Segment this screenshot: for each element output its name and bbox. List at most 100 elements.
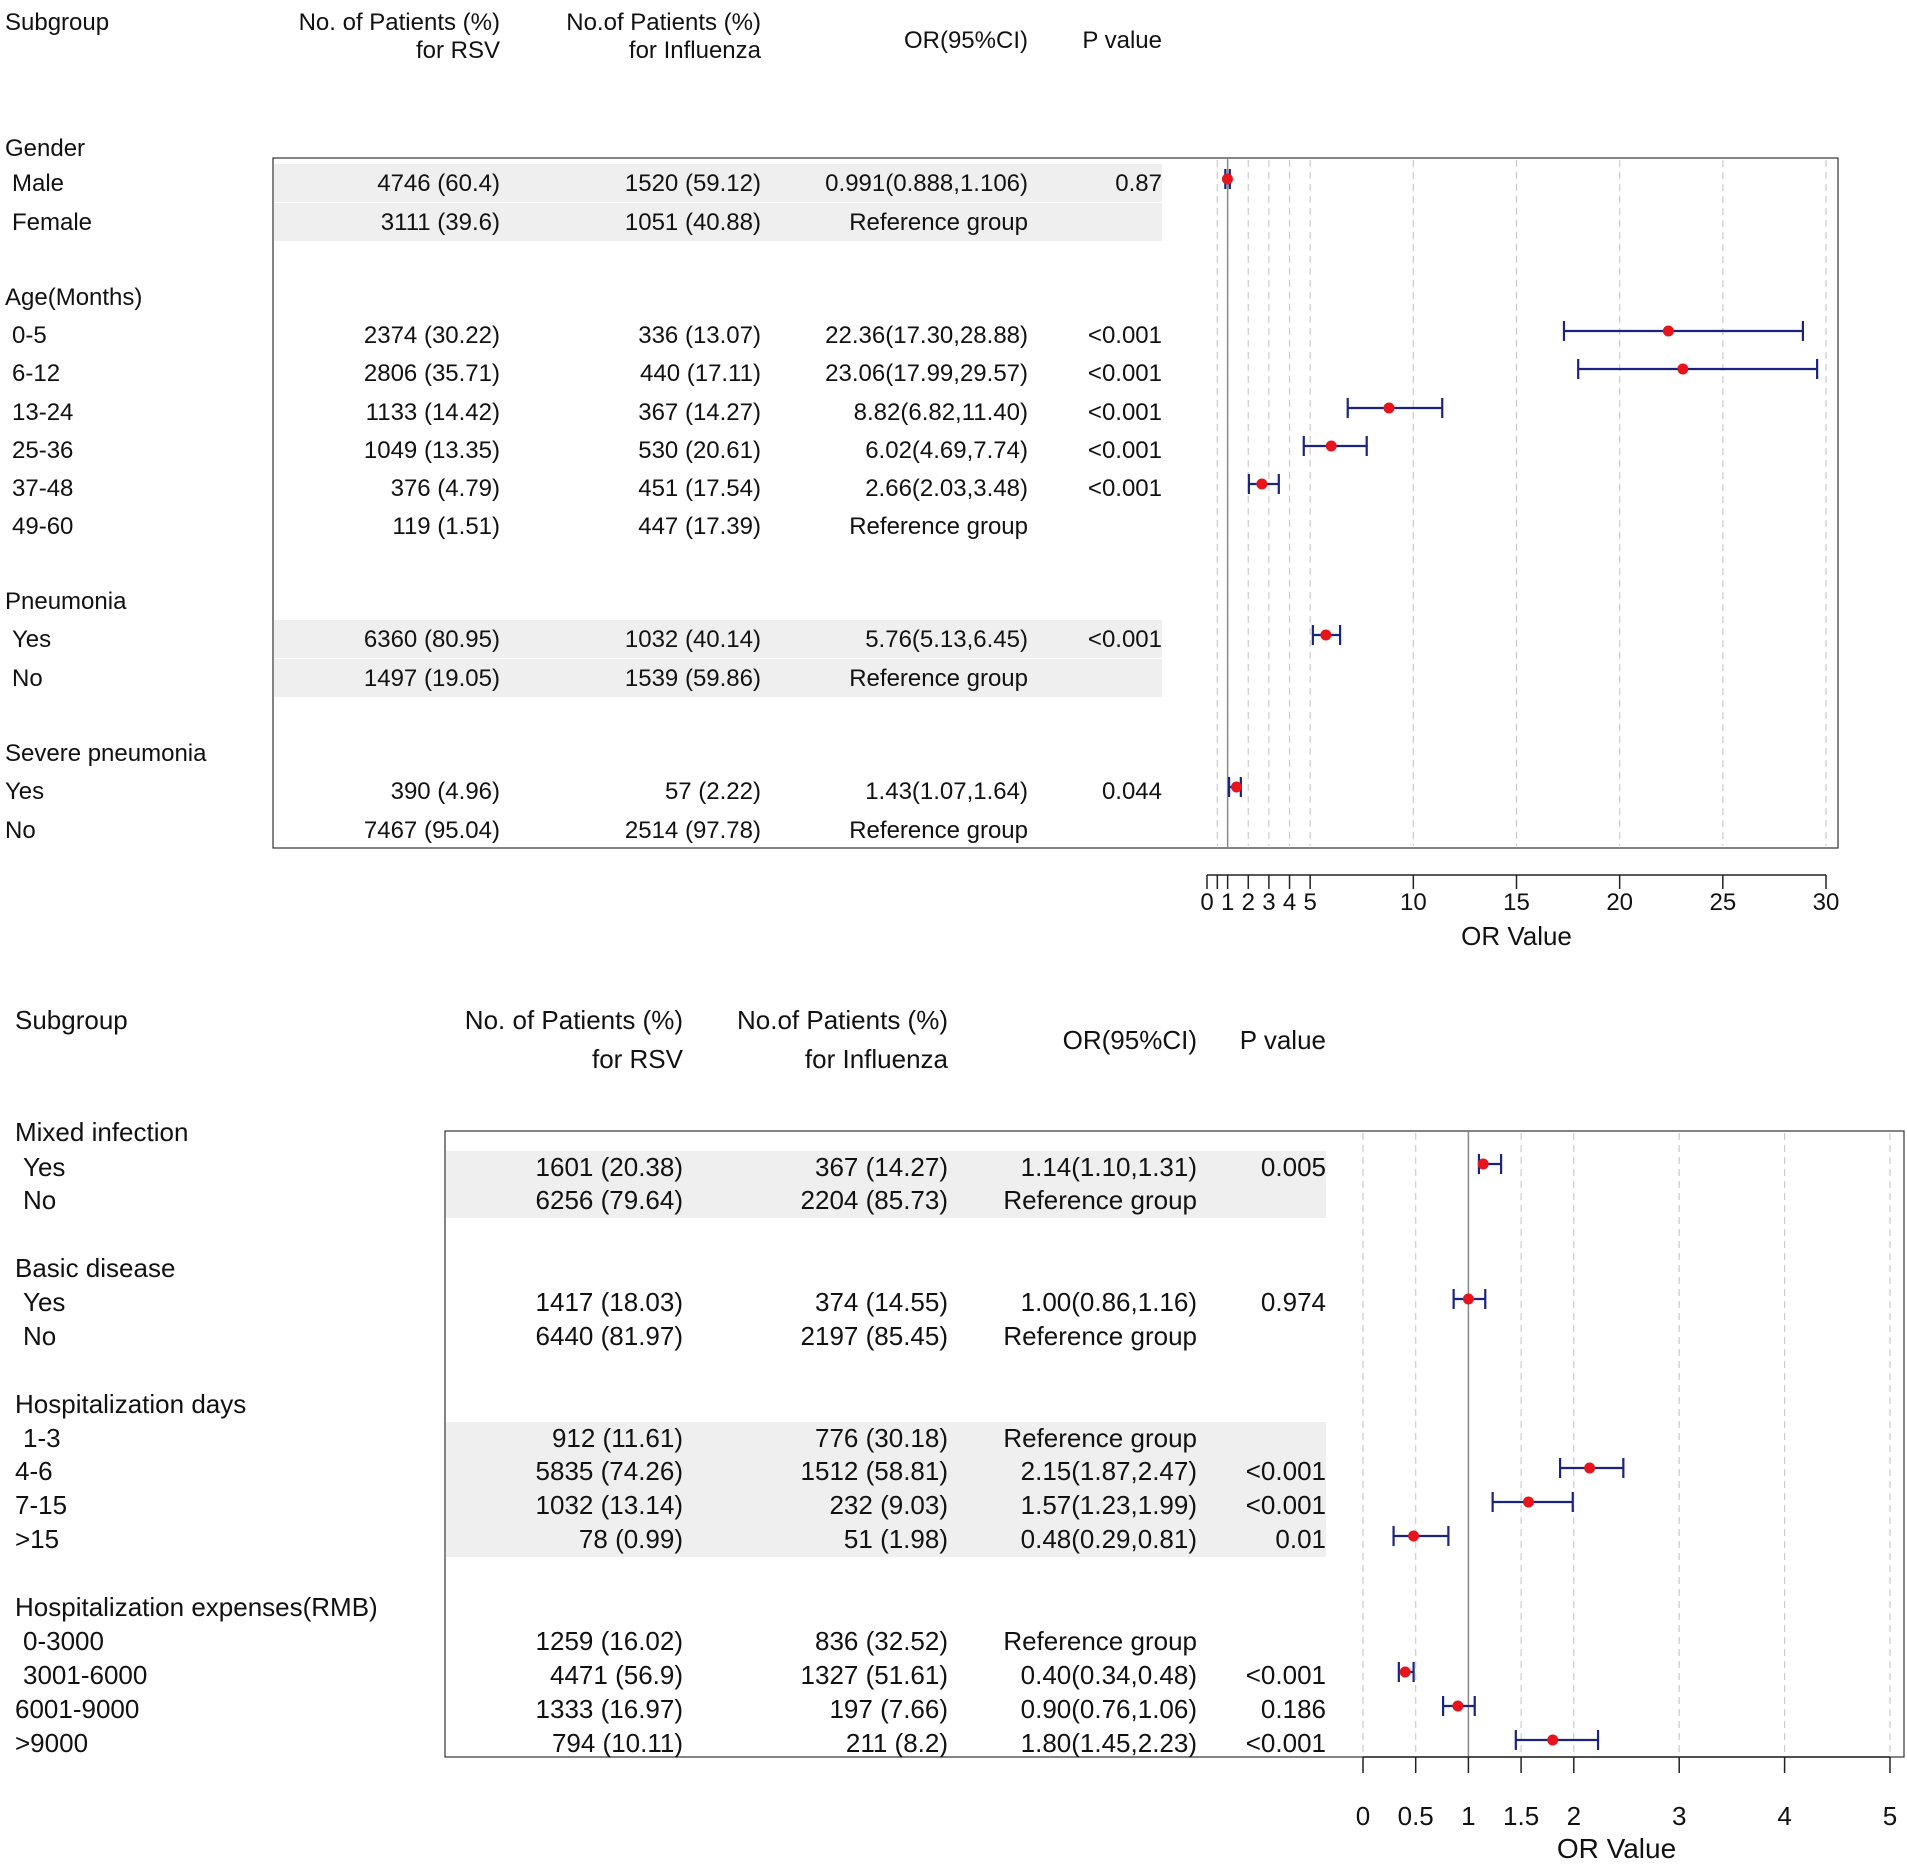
rsv-count: 4471 (56.9)	[550, 1660, 683, 1690]
row-shade-band	[446, 1184, 1326, 1218]
p-value: <0.001	[1088, 475, 1162, 502]
or-point	[1584, 1462, 1596, 1474]
x-tick-label: 0	[1200, 889, 1213, 916]
rsv-count: 1259 (16.02)	[536, 1626, 683, 1656]
p-value: <0.001	[1246, 1490, 1326, 1520]
flu-count: 367 (14.27)	[815, 1152, 948, 1182]
header-p-value: P value	[1082, 27, 1162, 54]
x-tick-label: 2	[1567, 1801, 1581, 1831]
p-value: <0.001	[1246, 1456, 1326, 1486]
or-ci-text: 22.36(17.30,28.88)	[825, 322, 1028, 349]
header-subgroup: Subgroup	[15, 1005, 128, 1035]
rsv-count: 6440 (81.97)	[536, 1321, 683, 1351]
or-ci-text: 23.06(17.99,29.57)	[825, 360, 1028, 387]
rsv-count: 1133 (14.42)	[366, 399, 500, 426]
row-label: 1-3	[23, 1423, 61, 1453]
rsv-count: 1601 (20.38)	[536, 1152, 683, 1182]
row-label: No	[23, 1185, 56, 1215]
p-value: 0.186	[1261, 1694, 1326, 1724]
group-label: Hospitalization expenses(RMB)	[15, 1592, 378, 1622]
row-shade-band	[274, 620, 1162, 658]
x-tick-label: 10	[1400, 889, 1427, 916]
or-ci-text: Reference group	[849, 817, 1028, 844]
or-ci-text: Reference group	[1003, 1185, 1197, 1215]
or-ci-text: 0.90(0.76,1.06)	[1021, 1694, 1197, 1724]
group-label: Pneumonia	[5, 588, 127, 615]
x-tick-label: 5	[1883, 1801, 1897, 1831]
or-point	[1477, 1158, 1489, 1170]
group-label: Mixed infection	[15, 1117, 188, 1147]
or-ci-text: 1.43(1.07,1.64)	[865, 778, 1028, 805]
rsv-count: 6256 (79.64)	[536, 1185, 683, 1215]
rsv-count: 390 (4.96)	[391, 778, 500, 805]
row-label: Male	[12, 170, 64, 197]
p-value: 0.01	[1275, 1524, 1326, 1554]
header-rsv-line2: for RSV	[416, 37, 500, 64]
rsv-count: 1497 (19.05)	[364, 665, 500, 692]
x-tick-label: 1	[1221, 889, 1234, 916]
rsv-count: 7467 (95.04)	[364, 817, 500, 844]
flu-count: 451 (17.54)	[638, 475, 761, 502]
flu-count: 197 (7.66)	[829, 1694, 948, 1724]
or-point	[1462, 1293, 1474, 1305]
flu-count: 1512 (58.81)	[801, 1456, 948, 1486]
row-shade-band	[446, 1523, 1326, 1557]
flu-count: 1032 (40.14)	[625, 626, 761, 653]
or-point	[1256, 478, 1268, 490]
row-shade-band	[446, 1455, 1326, 1489]
rsv-count: 5835 (74.26)	[536, 1456, 683, 1486]
or-ci-text: 1.57(1.23,1.99)	[1021, 1490, 1197, 1520]
group-label: Severe pneumonia	[5, 740, 207, 767]
x-tick-label: 30	[1813, 889, 1840, 916]
rsv-count: 1417 (18.03)	[536, 1287, 683, 1317]
row-label: 4-6	[15, 1456, 53, 1486]
rsv-count: 2374 (30.22)	[364, 322, 500, 349]
or-point	[1522, 1496, 1534, 1508]
x-tick-label: 15	[1503, 889, 1530, 916]
row-shade-band	[446, 1489, 1326, 1523]
row-shade-band	[274, 203, 1162, 241]
row-label: 3001-6000	[23, 1660, 147, 1690]
row-label: 25-36	[12, 437, 73, 464]
header-rsv-line1: No. of Patients (%)	[299, 9, 500, 36]
or-ci-text: 2.66(2.03,3.48)	[865, 475, 1028, 502]
rsv-count: 912 (11.61)	[552, 1423, 683, 1453]
flu-count: 211 (8.2)	[846, 1728, 948, 1758]
p-value: 0.87	[1115, 170, 1162, 197]
row-shade-band	[274, 164, 1162, 202]
row-label: 0-3000	[23, 1626, 104, 1656]
flu-count: 1539 (59.86)	[625, 665, 761, 692]
x-tick-label: 25	[1709, 889, 1736, 916]
x-tick-label: 0.5	[1398, 1801, 1434, 1831]
row-label: 6-12	[12, 360, 60, 387]
row-label: >15	[15, 1524, 59, 1554]
rsv-count: 2806 (35.71)	[364, 360, 500, 387]
x-tick-label: 3	[1262, 889, 1275, 916]
or-ci-text: Reference group	[849, 665, 1028, 692]
x-tick-label: 5	[1303, 889, 1316, 916]
panel-border	[272, 157, 1839, 849]
row-label: Yes	[12, 626, 51, 653]
or-point	[1325, 440, 1337, 452]
header-or-ci: OR(95%CI)	[1063, 1025, 1197, 1055]
or-ci-text: Reference group	[1003, 1423, 1197, 1453]
x-tick-label: 0	[1356, 1801, 1370, 1831]
header-subgroup: Subgroup	[5, 9, 109, 36]
rsv-count: 78 (0.99)	[579, 1524, 683, 1554]
or-ci-text: Reference group	[1003, 1626, 1197, 1656]
p-value: 0.974	[1261, 1287, 1326, 1317]
or-point	[1547, 1734, 1559, 1746]
flu-count: 367 (14.27)	[638, 399, 761, 426]
or-point	[1221, 173, 1233, 185]
header-rsv-line1: No. of Patients (%)	[465, 1005, 683, 1035]
flu-count: 2514 (97.78)	[625, 817, 761, 844]
row-label: 6001-9000	[15, 1694, 139, 1724]
row-label: 37-48	[12, 475, 73, 502]
flu-count: 374 (14.55)	[815, 1287, 948, 1317]
or-point	[1408, 1530, 1420, 1542]
or-ci-text: 1.00(0.86,1.16)	[1021, 1287, 1197, 1317]
row-label: No	[5, 817, 36, 844]
flu-count: 447 (17.39)	[638, 513, 761, 540]
or-ci-text: 0.40(0.34,0.48)	[1021, 1660, 1197, 1690]
or-ci-text: Reference group	[849, 209, 1028, 236]
